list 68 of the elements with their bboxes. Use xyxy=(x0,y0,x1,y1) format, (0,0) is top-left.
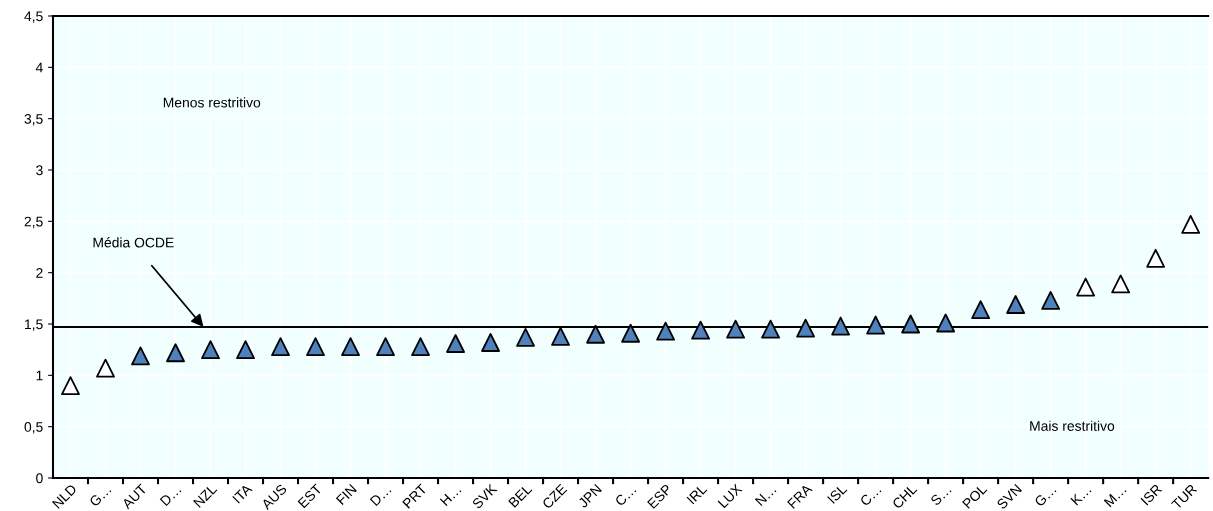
point xyxy=(376,337,395,356)
x-tick-label: H… xyxy=(439,484,462,507)
x-tick-label: S… xyxy=(929,484,952,506)
x-tick-label: G… xyxy=(88,484,112,508)
ref-line-label: Média OCDE xyxy=(93,237,174,248)
annotation: Menos restritivo xyxy=(163,97,261,108)
x-tick-label: D… xyxy=(369,484,392,507)
x-tick-label: N… xyxy=(754,484,777,507)
point xyxy=(61,376,80,396)
point xyxy=(1146,248,1166,268)
x-tick-label: TUR xyxy=(1171,483,1198,511)
point xyxy=(96,358,115,378)
point xyxy=(656,321,675,341)
point xyxy=(1111,274,1131,294)
y-tick-label: 0,5 xyxy=(24,422,43,434)
y-tick-label: 2 xyxy=(36,268,43,278)
point xyxy=(971,300,991,320)
point xyxy=(866,315,886,335)
point xyxy=(271,337,290,356)
x-tick-label: ITA xyxy=(232,483,253,504)
x-tick-label: CHL xyxy=(891,483,918,510)
point xyxy=(796,318,816,338)
point xyxy=(131,346,150,366)
point xyxy=(341,337,360,356)
y-tick-label: 4 xyxy=(35,62,43,73)
point xyxy=(201,340,220,360)
point xyxy=(691,320,710,340)
x-tick-label: FIN xyxy=(335,484,357,505)
point xyxy=(901,314,921,334)
point xyxy=(166,343,185,363)
y-tick-label: 3 xyxy=(36,165,43,176)
x-tick-label: ISR xyxy=(1140,483,1163,506)
point xyxy=(236,340,255,360)
x-tick-label: ISL xyxy=(827,483,848,504)
x-tick-label: BEL xyxy=(508,483,533,508)
point xyxy=(411,337,430,356)
y-tick-label: 3,5 xyxy=(24,114,43,126)
point xyxy=(446,334,465,353)
point xyxy=(1181,215,1201,234)
point xyxy=(551,326,570,346)
point xyxy=(1041,290,1061,310)
x-tick-label: D… xyxy=(159,484,182,507)
x-tick-label: G… xyxy=(1033,484,1057,508)
x-tick-label: C… xyxy=(614,484,637,507)
point xyxy=(761,319,781,339)
point xyxy=(481,333,500,352)
point xyxy=(936,313,956,333)
point xyxy=(831,316,851,336)
point xyxy=(621,323,640,343)
x-tick-label: K… xyxy=(1070,484,1092,506)
point xyxy=(516,327,535,347)
point xyxy=(726,319,745,339)
annotation: Mais restritivo xyxy=(1030,420,1115,431)
x-tick-label: M… xyxy=(1103,484,1127,508)
point xyxy=(1006,295,1026,314)
y-tick-label: 4,5 xyxy=(24,11,43,23)
x-tick-label: C… xyxy=(859,484,882,507)
point xyxy=(1076,277,1096,297)
x-tick-label: FRA xyxy=(787,483,813,509)
x-tick-label: IRL xyxy=(686,483,708,505)
point xyxy=(586,324,605,344)
point xyxy=(306,337,325,356)
x-tick-label: NZL xyxy=(193,483,218,508)
x-tick-label: POL xyxy=(962,483,988,509)
y-tick-label: 2,5 xyxy=(24,216,43,229)
y-tick-label: 1 xyxy=(36,370,43,381)
y-tick-label: 1,5 xyxy=(25,319,43,331)
y-tick-label: 0 xyxy=(36,473,43,484)
